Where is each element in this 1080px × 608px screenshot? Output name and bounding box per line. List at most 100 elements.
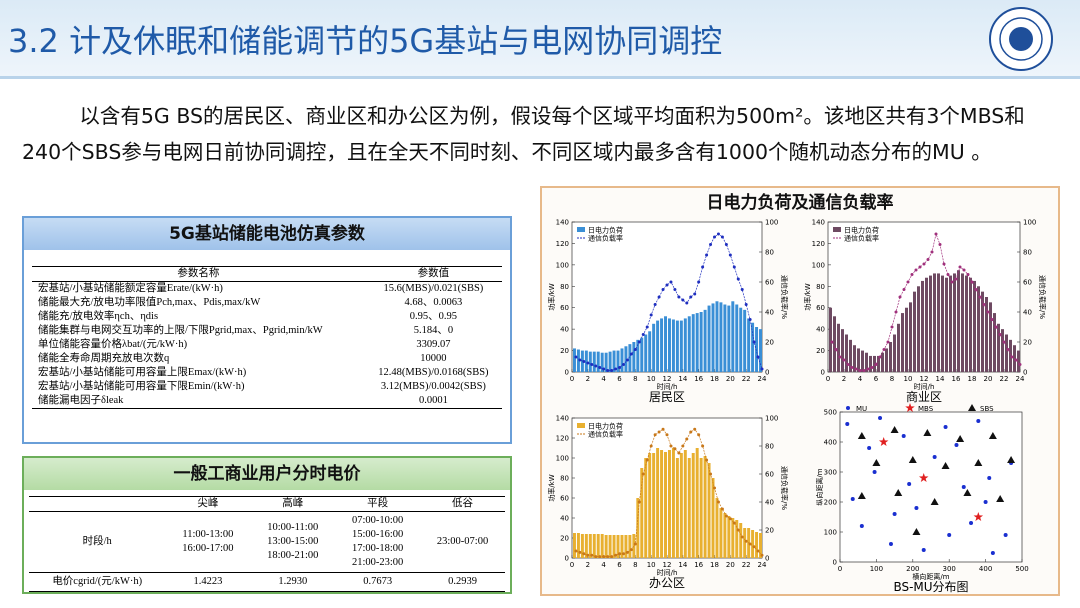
bar <box>588 351 592 372</box>
x-tick-label: 200 <box>906 565 919 573</box>
line-point <box>614 553 618 557</box>
x-tick-label: 20 <box>726 561 735 569</box>
line-point <box>709 472 713 476</box>
table-cell: 单位储能容量价格λbat/(元/kW·h) <box>38 339 188 350</box>
bar <box>675 458 679 558</box>
line-point <box>756 355 760 359</box>
bar <box>711 303 715 372</box>
table-cell: 宏基站/小基站储能额定容量Erate/(kW·h) <box>38 283 223 294</box>
bar <box>989 302 992 372</box>
bar <box>739 307 743 372</box>
y2-tick-label: 0 <box>1023 369 1027 377</box>
bar <box>937 273 940 372</box>
scatter-point <box>976 419 981 423</box>
bar <box>576 349 580 372</box>
header-cell: 高峰 <box>282 498 304 509</box>
scatter-point <box>907 482 912 486</box>
line-point <box>661 427 665 431</box>
scatter-point <box>892 512 897 516</box>
table-cell: 0.7673 <box>335 573 420 592</box>
legend-label: SBS <box>980 405 994 413</box>
cell-line: 10:00-11:00 <box>267 522 319 533</box>
line-point <box>748 318 752 321</box>
scatter-point <box>941 462 950 469</box>
y2-axis-label: 通信负载率/% <box>780 466 789 510</box>
line-point <box>713 235 716 239</box>
table-row: 电价cgrid/(元/kW·h) 1.4223 1.2930 0.7673 0.2939 <box>29 573 505 592</box>
bar <box>656 320 660 372</box>
bar <box>628 344 632 372</box>
bar <box>664 316 667 372</box>
y2-tick-label: 20 <box>1023 339 1032 347</box>
line-point <box>716 500 720 504</box>
bar <box>616 535 620 558</box>
table-cell: 11:00-13:00 16:00-17:00 <box>165 512 250 573</box>
line-point <box>625 358 629 362</box>
cell-line: 11:00-13:00 <box>182 529 234 540</box>
bar <box>576 533 580 558</box>
line-point <box>657 430 661 434</box>
table-row: 宏基站/小基站储能额定容量Erate/(kW·h) 15.6(MBS)/0.021… <box>32 282 502 297</box>
bar <box>588 534 592 558</box>
battery-table: 参数名称 参数值 宏基站/小基站储能额定容量Erate/(kW·h) 15.6(MBS… <box>32 266 502 409</box>
bar <box>664 452 667 558</box>
cell-line: 0.7673 <box>363 576 393 587</box>
table-cell: 07:00-10:00 15:00-16:00 17:00-18:00 21:00-2… <box>335 512 420 573</box>
legend-label: 日电力负荷 <box>588 226 623 235</box>
line-point <box>1002 340 1006 344</box>
bar <box>877 355 880 372</box>
bar <box>683 318 687 372</box>
y2-tick-label: 80 <box>1023 249 1032 257</box>
table-row: 宏基站/小基站储能可用容量下限Emin/(kW·h) 3.12(MBS)/0.00… <box>32 380 502 394</box>
line-point <box>740 535 744 539</box>
x-tick-label: 20 <box>984 375 993 383</box>
x-tick-label: 24 <box>758 561 767 569</box>
x-tick-label: 16 <box>694 561 703 569</box>
bar <box>652 453 656 558</box>
y2-tick-label: 60 <box>1023 279 1032 287</box>
bar <box>901 313 904 372</box>
cell-line: 18:00-21:00 <box>267 550 319 561</box>
line-point <box>724 243 728 246</box>
bar <box>735 520 739 558</box>
line-point <box>752 545 756 549</box>
bar <box>719 508 723 558</box>
bar <box>993 313 996 372</box>
line-point <box>693 427 697 431</box>
scatter-point <box>890 426 899 433</box>
line-point <box>606 369 610 372</box>
bar <box>933 273 936 372</box>
cell-line: 13:00-15:00 <box>267 536 319 547</box>
y-tick-label: 40 <box>560 515 569 523</box>
x-tick-label: 10 <box>647 561 656 569</box>
bar <box>632 534 636 558</box>
y2-tick-label: 80 <box>765 249 774 257</box>
bar <box>600 534 604 558</box>
line-point <box>1014 358 1018 362</box>
y2-tick-label: 100 <box>765 219 778 227</box>
scatter-point <box>969 521 974 525</box>
y-tick-label: 120 <box>556 240 569 248</box>
scatter-point <box>974 459 983 466</box>
bar <box>691 453 695 558</box>
x-tick-label: 22 <box>742 375 751 383</box>
bar <box>981 291 984 372</box>
bar <box>624 535 628 558</box>
line-point <box>724 514 728 518</box>
scatter-point <box>973 512 984 522</box>
cell-line: 15:00-16:00 <box>351 529 404 540</box>
scatter-point <box>1003 533 1008 537</box>
line-point <box>954 277 958 281</box>
line-point <box>962 268 966 272</box>
scatter-point <box>859 524 864 528</box>
bar <box>671 319 675 372</box>
bar <box>1009 339 1012 372</box>
x-tick-label: 24 <box>758 375 767 383</box>
bar <box>759 329 762 372</box>
scatter-point <box>878 437 889 447</box>
line-point <box>918 265 922 269</box>
bar <box>695 448 699 558</box>
line-point <box>669 444 673 448</box>
bar <box>671 448 675 558</box>
